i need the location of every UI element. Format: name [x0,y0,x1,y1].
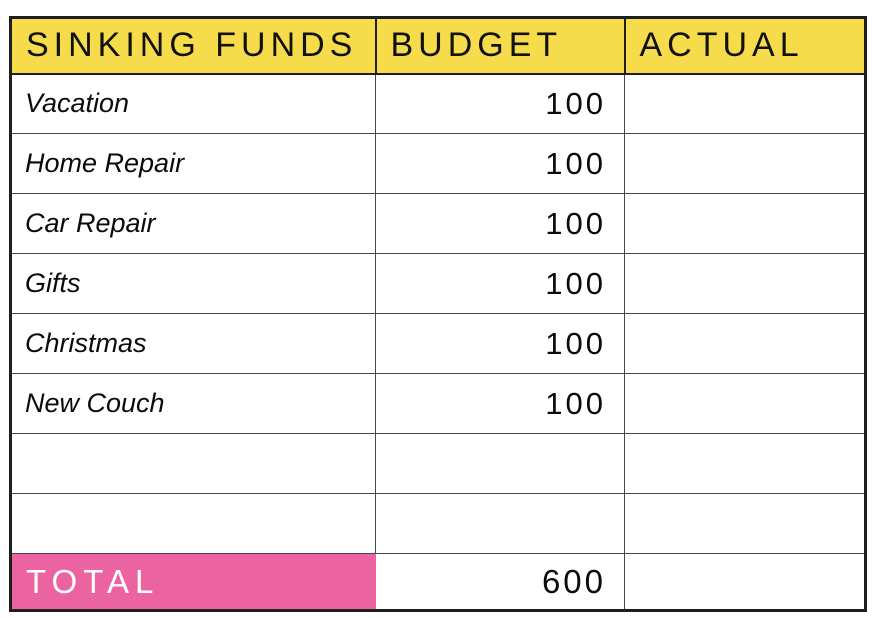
total-budget-value: 600 [375,553,625,611]
budget-value-cell: 100 [375,73,625,134]
table-header-row: SINKING FUNDS BUDGET ACTUAL [9,16,867,75]
fund-name-cell: New Couch [10,373,376,434]
fund-name-cell: Christmas [10,313,376,374]
total-row: TOTAL 600 [10,553,866,612]
column-header-sinking-funds: SINKING FUNDS [9,16,377,75]
sinking-funds-table: SINKING FUNDS BUDGET ACTUAL Vacation 100… [9,16,867,612]
table-row-empty [10,493,866,554]
actual-value-cell [624,493,866,554]
budget-value-cell: 100 [375,253,625,314]
fund-name-cell [10,433,376,494]
fund-name-cell: Home Repair [10,133,376,194]
total-actual-value [624,553,866,611]
column-header-actual: ACTUAL [623,16,867,75]
table-row: Gifts 100 [10,253,866,314]
budget-value-cell: 100 [375,313,625,374]
table-row: Home Repair 100 [10,133,866,194]
actual-value-cell [624,373,866,434]
fund-name-cell: Car Repair [10,193,376,254]
total-label: TOTAL [10,553,376,612]
budget-value-cell [375,493,625,554]
table-row-empty [10,433,866,494]
actual-value-cell [624,133,866,194]
actual-value-cell [624,73,866,134]
fund-name-cell: Gifts [10,253,376,314]
actual-value-cell [624,253,866,314]
table-row: Vacation 100 [10,73,866,134]
table-row: Car Repair 100 [10,193,866,254]
fund-name-cell [10,493,376,554]
table-row: New Couch 100 [10,373,866,434]
fund-name-cell: Vacation [10,73,376,134]
actual-value-cell [624,313,866,374]
actual-value-cell [624,193,866,254]
actual-value-cell [624,433,866,494]
column-header-budget: BUDGET [374,16,626,75]
budget-value-cell: 100 [375,373,625,434]
budget-value-cell: 100 [375,193,625,254]
budget-value-cell [375,433,625,494]
table-row: Christmas 100 [10,313,866,374]
budget-value-cell: 100 [375,133,625,194]
